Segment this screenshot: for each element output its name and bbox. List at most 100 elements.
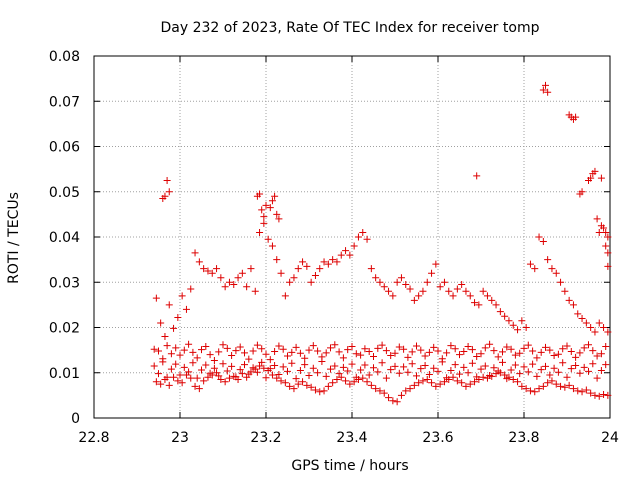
- axis-ticks: 22.8 23 23.2 23.4 23.6 23.8 24 0 0.01 0.02 0.03 0.0…: [49, 49, 619, 446]
- data-point: [531, 265, 539, 273]
- data-point: [309, 364, 317, 372]
- x-tick-label: 22.8: [78, 430, 109, 446]
- data-point: [432, 260, 440, 268]
- data-point: [187, 285, 195, 293]
- data-point: [604, 249, 612, 257]
- data-point: [376, 387, 384, 395]
- data-point: [393, 278, 401, 286]
- data-point: [516, 370, 524, 378]
- data-point: [361, 345, 369, 353]
- data-point: [234, 376, 242, 384]
- data-point: [180, 363, 188, 371]
- data-point: [505, 373, 513, 381]
- data-point: [277, 269, 285, 277]
- data-point: [574, 387, 582, 395]
- data-point: [284, 367, 291, 375]
- data-point: [247, 265, 255, 273]
- data-point: [550, 364, 558, 372]
- data-point: [546, 346, 554, 354]
- data-point: [230, 372, 238, 380]
- data-point: [260, 213, 268, 221]
- data-point: [544, 379, 552, 387]
- data-point: [481, 344, 489, 352]
- data-point: [363, 235, 371, 243]
- data-point: [172, 344, 180, 352]
- data-point: [271, 192, 279, 200]
- data-point: [561, 287, 569, 295]
- data-point: [234, 274, 242, 282]
- data-point: [268, 197, 276, 205]
- data-point: [299, 378, 307, 386]
- data-point: [587, 324, 595, 331]
- data-point: [483, 292, 491, 300]
- data-point: [213, 369, 221, 377]
- data-point: [322, 372, 330, 380]
- data-point: [559, 345, 567, 353]
- data-point: [232, 347, 240, 355]
- data-point: [348, 360, 356, 368]
- data-point: [466, 292, 474, 300]
- data-point: [208, 269, 216, 277]
- data-point: [258, 358, 266, 366]
- data-point: [268, 371, 276, 379]
- data-point: [367, 381, 375, 389]
- data-point: [434, 367, 442, 375]
- data-point: [550, 352, 558, 360]
- data-point: [152, 294, 160, 302]
- data-point: [423, 376, 431, 384]
- data-point: [595, 319, 603, 327]
- data-point: [202, 343, 210, 351]
- data-point: [488, 372, 496, 380]
- data-point: [288, 359, 296, 367]
- data-point: [374, 368, 382, 376]
- data-point: [344, 367, 352, 375]
- data-point: [462, 382, 470, 390]
- data-point: [443, 349, 451, 357]
- data-point: [419, 287, 427, 295]
- data-point: [451, 345, 459, 353]
- data-point: [208, 371, 216, 379]
- data-point: [202, 361, 210, 369]
- data-point: [509, 376, 517, 384]
- data-point: [286, 382, 294, 390]
- data-point: [346, 251, 354, 259]
- data-point: [307, 383, 315, 391]
- data-point: [243, 283, 251, 291]
- data-point: [247, 368, 255, 376]
- data-point: [236, 343, 244, 351]
- data-point: [305, 346, 313, 354]
- data-point: [425, 348, 433, 356]
- x-tick-label: 23.6: [422, 430, 453, 446]
- data-point: [453, 377, 461, 385]
- data-point: [238, 370, 246, 378]
- data-point: [585, 367, 592, 375]
- y-tick-label: 0.02: [49, 321, 80, 337]
- data-point: [505, 317, 513, 325]
- data-point: [604, 328, 612, 336]
- data-point: [178, 292, 186, 300]
- data-point: [236, 366, 244, 374]
- data-point: [406, 385, 414, 393]
- data-point: [230, 281, 238, 289]
- data-point: [374, 344, 382, 352]
- data-point: [557, 278, 565, 286]
- data-point: [299, 258, 307, 266]
- data-point: [479, 287, 487, 295]
- data-point: [481, 362, 489, 370]
- data-point: [589, 347, 597, 355]
- data-point: [303, 381, 311, 389]
- data-point: [266, 356, 274, 364]
- data-point: [150, 345, 158, 353]
- data-point: [408, 348, 416, 356]
- data-point: [552, 380, 560, 388]
- data-point: [542, 343, 549, 351]
- data-point: [275, 215, 283, 223]
- data-point: [548, 265, 556, 273]
- data-point: [342, 377, 350, 385]
- data-point: [215, 348, 223, 356]
- data-point: [468, 346, 476, 354]
- data-point: [533, 354, 541, 362]
- data-point: [251, 365, 259, 373]
- data-point: [395, 343, 403, 351]
- data-point: [266, 204, 274, 212]
